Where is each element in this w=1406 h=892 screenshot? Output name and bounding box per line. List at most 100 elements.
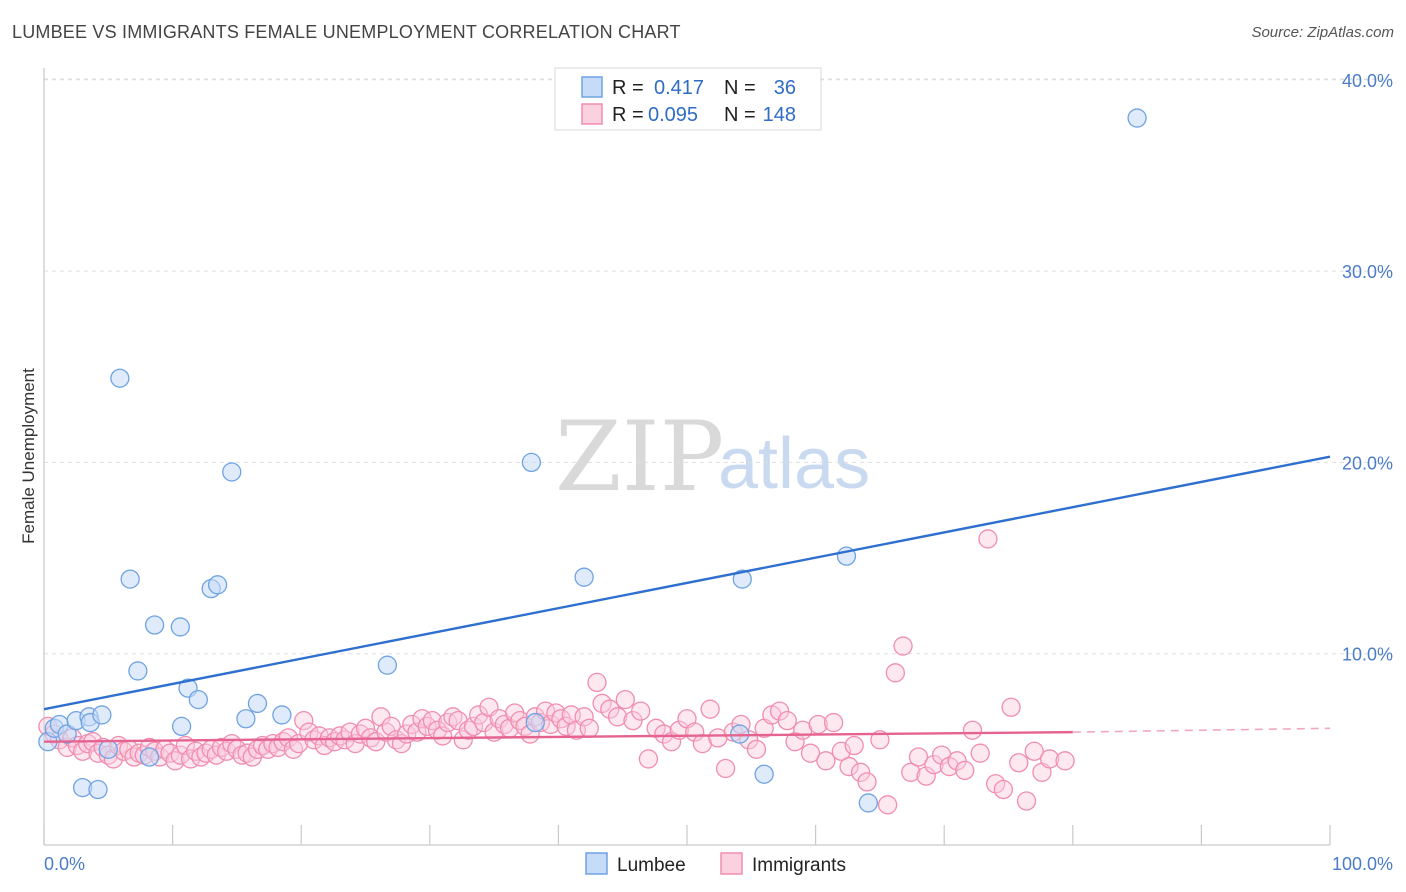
immigrants-point-98 <box>546 703 566 723</box>
immigrants-point-103 <box>574 707 594 727</box>
immigrants-point-33 <box>211 737 232 758</box>
immigrants-point-115 <box>661 732 682 752</box>
immigrants-point-133 <box>800 743 821 763</box>
lumbee-point-35 <box>1127 108 1147 128</box>
x-tick-label-max: 100.0% <box>1332 854 1393 874</box>
immigrants-point-138 <box>839 756 859 777</box>
immigrants-point-136 <box>823 712 844 733</box>
immigrants-point-49 <box>294 711 314 731</box>
immigrants-point-45 <box>273 732 293 752</box>
immigrants-point-129 <box>769 701 790 721</box>
y-tick-label-10: 10.0% <box>1342 645 1393 665</box>
legend-n-label-lumbee: N = <box>724 77 756 99</box>
legend-swatch-immigrants <box>581 103 603 125</box>
immigrants-point-144 <box>885 663 905 683</box>
immigrants-point-25 <box>170 745 190 765</box>
lumbee-point-10 <box>98 739 118 759</box>
immigrants-point-108 <box>607 707 628 727</box>
lumbee-point-14 <box>139 747 160 767</box>
lumbee-point-11 <box>110 368 130 388</box>
immigrants-point-105 <box>587 672 607 693</box>
immigrants-point-156 <box>978 529 998 549</box>
bottom-legend-swatch-lumbee <box>585 852 608 875</box>
lumbee-point-15 <box>144 615 165 635</box>
immigrants-point-164 <box>1040 749 1060 769</box>
lumbee-point-23 <box>236 709 256 729</box>
immigrants-point-81 <box>458 720 479 740</box>
lumbee-point-9 <box>92 705 112 725</box>
legend-swatch-lumbee <box>581 76 603 98</box>
lumbee-point-24 <box>247 693 268 714</box>
immigrants-point-80 <box>453 730 473 750</box>
legend-r-value-immigrants: 0.095 <box>648 104 698 126</box>
immigrants-point-109 <box>615 689 635 710</box>
immigrants-point-104 <box>579 718 599 738</box>
legend-n-value-lumbee: 36 <box>774 77 796 99</box>
lumbee-point-28 <box>525 712 545 733</box>
y-tick-label-30: 30.0% <box>1342 262 1393 282</box>
y-axis-label: Female Unemployment <box>19 368 38 544</box>
y-tick-label-20: 20.0% <box>1342 453 1393 473</box>
immigrants-point-146 <box>901 762 921 782</box>
immigrants-point-67 <box>386 730 407 750</box>
immigrants-point-29 <box>191 747 211 767</box>
bottom-legend-label-lumbee: Lumbee <box>617 855 686 876</box>
lumbee-point-29 <box>574 567 594 587</box>
lumbee-point-3 <box>57 724 77 744</box>
bottom-legend: Lumbee Immigrants <box>585 852 846 876</box>
legend: R = 0.417 N = 36 R = 0.095 N = 148 <box>554 67 822 131</box>
lumbee-point-8 <box>88 779 108 800</box>
immigrants-point-111 <box>631 701 651 721</box>
lumbee-point-26 <box>377 655 398 675</box>
lumbee-point-32 <box>754 764 774 784</box>
immigrants-point-162 <box>1024 741 1044 761</box>
source-label: Source: ZipAtlas.com <box>1251 24 1394 41</box>
immigrants-point-46 <box>278 728 298 748</box>
bottom-legend-swatch-immigrants <box>720 852 743 875</box>
immigrants-point-100 <box>556 716 576 737</box>
trend-lines <box>43 455 1331 743</box>
immigrants-point-122 <box>715 758 736 779</box>
immigrants-point-152 <box>947 751 967 771</box>
lumbee-point-12 <box>120 569 140 589</box>
legend-n-label-immigrants: N = <box>724 104 756 126</box>
immigrants-point-24 <box>165 751 185 771</box>
legend-r-value-lumbee: 0.417 <box>654 77 704 99</box>
immigrants-point-160 <box>1009 753 1029 773</box>
immigrants-point-63 <box>366 732 386 752</box>
lumbee-point-19 <box>188 689 208 710</box>
lumbee-point-17 <box>171 716 192 737</box>
immigrants-point-142 <box>870 730 890 750</box>
immigrants-point-61 <box>355 718 376 738</box>
immigrants-point-126 <box>746 739 767 759</box>
immigrants-point-165 <box>1055 751 1075 771</box>
immigrants-point-107 <box>600 699 620 719</box>
lumbee-point-27 <box>521 452 542 473</box>
immigrants-point-154 <box>962 720 983 740</box>
immigrants-point-159 <box>1001 697 1021 717</box>
lumbee-point-31 <box>732 569 752 589</box>
immigrants-point-73 <box>417 716 437 737</box>
y-tick-label-40: 40.0% <box>1342 71 1393 91</box>
lumbee-point-16 <box>170 617 190 637</box>
lumbee-point-25 <box>272 705 292 725</box>
chart-title: LUMBEE VS IMMIGRANTS FEMALE UNEMPLOYMENT… <box>12 22 681 42</box>
lumbee-point-21 <box>207 575 228 595</box>
immigrants-point-64 <box>371 707 391 727</box>
x-ticks <box>43 825 1331 845</box>
legend-r-label-immigrants: R = <box>612 104 644 126</box>
immigrants-point-114 <box>654 724 674 744</box>
legend-n-value-immigrants: 148 <box>763 104 796 126</box>
immigrants-point-148 <box>916 766 936 786</box>
lumbee-point-22 <box>222 462 242 482</box>
immigrants-point-143 <box>877 795 898 815</box>
immigrants-point-139 <box>844 735 864 756</box>
lumbee-trend-line <box>43 455 1331 711</box>
immigrants-point-158 <box>993 779 1014 800</box>
immigrants-point-56 <box>330 726 350 746</box>
lumbee-point-34 <box>858 793 878 813</box>
lumbee-point-13 <box>128 661 148 681</box>
immigrants-trend-line-extension <box>1072 727 1331 733</box>
immigrants-point-74 <box>422 711 443 731</box>
